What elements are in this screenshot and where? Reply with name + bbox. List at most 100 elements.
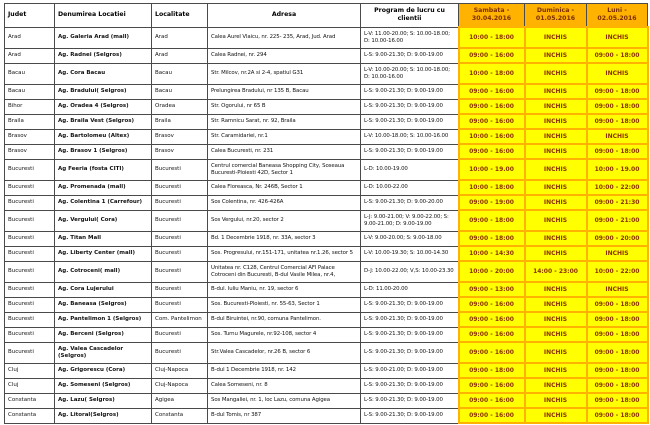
cell-program: L-S: 9.00-21.30; D: 9.00-19.00 [360,143,459,160]
cell-duminica: INCHIS [523,281,588,298]
cell-sambata: 10:00 - 16:00 [457,128,526,145]
cell-program: L-D: 10.00-19.00 [360,158,459,181]
cell-adresa: Calea Radnei, nr. 294 [207,47,361,64]
cell-luni: 09:00 - 18:00 [585,377,649,394]
cell-judet: Bihor [4,98,55,115]
table-row: Bucuresti Ag. Berceni (Selgros) Bucurest… [4,326,649,343]
cell-localitate: Brasov [151,143,208,160]
cell-judet: Bacau [4,83,55,100]
cell-judet: Cluj [4,362,55,379]
cell-program: L-V: 9.00-20.00; S: 9.00-18.00 [360,230,459,247]
cell-luni: 09:00 - 18:00 [585,326,649,343]
cell-program: L-S: 9.00-21.30; D: 9.00-19.00 [360,47,459,64]
cell-luni: 09:00 - 18:00 [585,311,649,328]
cell-adresa: Str. Ogorului, nr 65 B [207,98,361,115]
cell-localitate: Bucuresti [151,209,208,232]
cell-duminica: INCHIS [523,113,588,130]
cell-judet: Bucuresti [4,296,55,313]
cell-sambata: 10:00 - 18:00 [457,26,526,49]
cell-program: L-V: 11.00-20.00; S: 10.00-18.00; D: 10.… [360,26,459,49]
cell-sambata: 09:00 - 16:00 [457,407,526,424]
col-header-localitate: Localitate [151,3,208,28]
table-row: Arad Ag. Galeria Arad (mall) Arad Calea … [4,26,649,49]
table-row: Bacau Ag. Bradului( Selgros) Bacau Prelu… [4,83,649,100]
cell-denumirea-locatiei: Ag. Vergului( Cora) [54,209,152,232]
cell-localitate: Bucuresti [151,326,208,343]
cell-adresa: Centrul comercial Baneasa Shopping City,… [207,158,361,181]
cell-judet: Arad [4,47,55,64]
cell-denumirea-locatiei: Ag. Oradea 4 (Selgros) [54,98,152,115]
cell-sambata: 09:00 - 16:00 [457,311,526,328]
cell-judet: Bucuresti [4,281,55,298]
table-row: Bucuresti Ag Feeria (fosta CITI) Bucures… [4,158,649,181]
cell-sambata: 10:00 - 20:00 [457,260,526,283]
cell-program: L-S: 9.00-21.30; D: 9.00-19.00 [360,83,459,100]
cell-judet: Bucuresti [4,326,55,343]
cell-program: L-S: 9.00-21.00; D: 9.00-19.00 [360,362,459,379]
cell-judet: Brasov [4,128,55,145]
cell-denumirea-locatiei: Ag. Valea Cascadelor (Selgros) [54,341,152,364]
cell-denumirea-locatiei: Ag. Cora Bacau [54,62,152,85]
cell-program: L-V: 10.00-18.00; S: 10.00-16.00 [360,128,459,145]
cell-denumirea-locatiei: Ag. Cora Lujerului [54,281,152,298]
cell-duminica: INCHIS [523,311,588,328]
cell-duminica: 14:00 - 23:00 [523,260,588,283]
cell-sambata: 09:00 - 16:00 [457,392,526,409]
cell-luni: 09:00 - 18:00 [585,113,649,130]
cell-program: L-J: 9.00-21.00; V: 9.00-22.00; S: 9.00-… [360,209,459,232]
cell-judet: Bucuresti [4,158,55,181]
cell-program: L-S: 9.00-21.30; D: 9.00-19.00 [360,98,459,115]
cell-luni: 09:00 - 18:00 [585,83,649,100]
cell-program: L-S: 9.00-21.30; D: 9.00-19.00 [360,311,459,328]
cell-localitate: Bucuresti [151,281,208,298]
cell-localitate: Cluj-Napoca [151,377,208,394]
cell-judet: Bucuresti [4,230,55,247]
cell-luni: INCHIS [585,245,649,262]
cell-adresa: Str. Caramidariei, nr.1 [207,128,361,145]
cell-duminica: INCHIS [523,296,588,313]
table-row: Bucuresti Ag. Cora Lujerului Bucuresti B… [4,281,649,298]
cell-judet: Constanta [4,407,55,424]
cell-adresa: Sos. Turnu Magurele, nr.92-108, sector 4 [207,326,361,343]
cell-sambata: 09:00 - 19:00 [457,194,526,211]
cell-localitate: Bucuresti [151,341,208,364]
cell-adresa: Sos. Bucuresti-Ploiesti, nr. 55-63, Sect… [207,296,361,313]
col-header-judet: Judet [4,3,55,28]
cell-denumirea-locatiei: Ag. Someseni (Selgros) [54,377,152,394]
cell-luni: 09:00 - 18:00 [585,296,649,313]
cell-sambata: 10:00 - 18:00 [457,62,526,85]
cell-luni: 09:00 - 20:00 [585,230,649,247]
cell-judet: Braila [4,113,55,130]
cell-adresa: Unitatea nr. C128, Centrul Comercial AFI… [207,260,361,283]
col-header-adresa: Adresa [207,3,361,28]
cell-luni: 09:00 - 18:00 [585,362,649,379]
cell-judet: Bucuresti [4,194,55,211]
cell-duminica: INCHIS [523,179,588,196]
cell-program: L-V: 10.00-20.00; S: 10.00-18.00; D: 10.… [360,62,459,85]
cell-duminica: INCHIS [523,26,588,49]
cell-judet: Bucuresti [4,341,55,364]
table-row: Constanta Ag. Litoral(Selgros) Constanta… [4,407,649,424]
table-row: Bucuresti Ag. Colentina 1 (Carrefour) Bu… [4,194,649,211]
cell-sambata: 09:00 - 18:00 [457,209,526,232]
cell-judet: Cluj [4,377,55,394]
cell-localitate: Bucuresti [151,230,208,247]
cell-denumirea-locatiei: Ag. Promenada (mall) [54,179,152,196]
cell-judet: Bucuresti [4,179,55,196]
cell-duminica: INCHIS [523,98,588,115]
cell-adresa: Calea Floreasca, Nr. 246B, Sector 1 [207,179,361,196]
cell-duminica: INCHIS [523,362,588,379]
cell-localitate: Bacau [151,62,208,85]
cell-duminica: INCHIS [523,245,588,262]
cell-localitate: Braila [151,113,208,130]
col-header-program: Program de lucru cu clientii [360,3,459,28]
cell-sambata: 09:00 - 16:00 [457,143,526,160]
table-row: Brasov Ag. Brasov 1 (Selgros) Brasov Cal… [4,143,649,160]
cell-adresa: Calea Aurel Vlaicu, nr. 225- 235, Arad, … [207,26,361,49]
cell-sambata: 10:00 - 18:00 [457,179,526,196]
cell-judet: Bucuresti [4,260,55,283]
cell-luni: 09:00 - 21:00 [585,209,649,232]
cell-denumirea-locatiei: Ag. Colentina 1 (Carrefour) [54,194,152,211]
cell-sambata: 09:00 - 16:00 [457,47,526,64]
cell-duminica: INCHIS [523,209,588,232]
